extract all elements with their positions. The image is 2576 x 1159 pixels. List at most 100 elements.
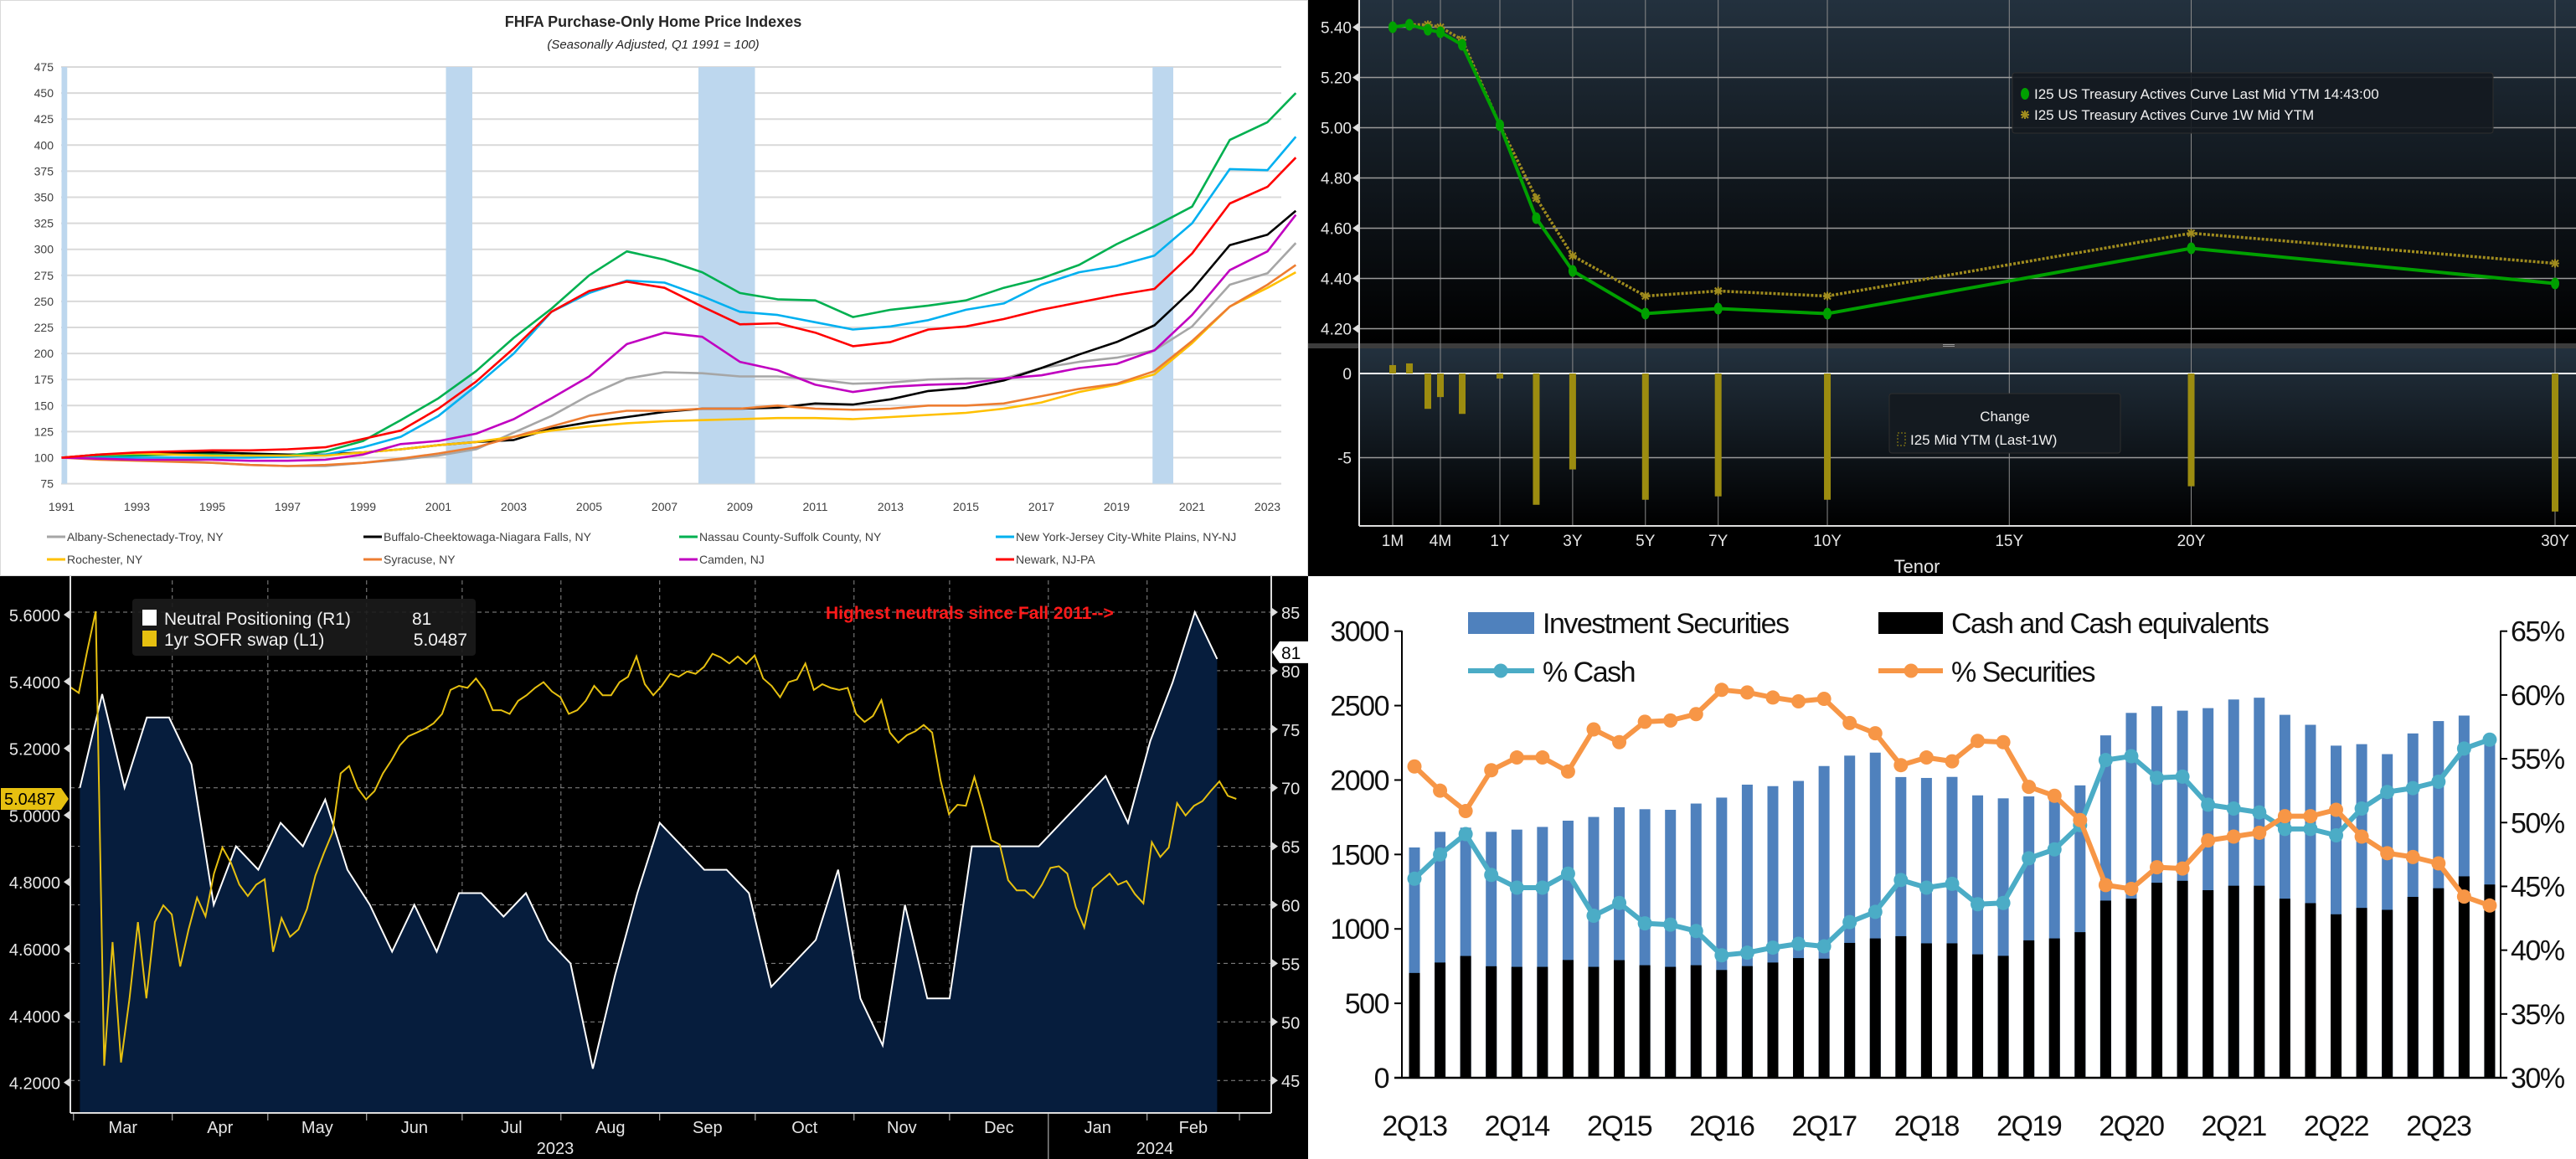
cash-pct-marker (2124, 749, 2139, 764)
x-tick-label: 2Q18 (1894, 1110, 1960, 1142)
last-value-tag (1272, 641, 1308, 663)
cash-pct-marker (1996, 895, 2011, 910)
x-tick-label: 10Y (1813, 533, 1842, 550)
legend-value: 81 (412, 610, 431, 629)
x-tick-label: 1995 (199, 500, 225, 513)
securities-pct-marker (2405, 849, 2420, 864)
securities-pct-marker (1688, 707, 1703, 722)
tick-arrow-icon (1272, 842, 1278, 851)
securities-pct-marker (1407, 759, 1422, 774)
cash-bar (1946, 943, 1958, 1078)
securities-pct-marker (1586, 722, 1601, 737)
tick-arrow-icon (1272, 608, 1278, 616)
securities-pct-marker (2252, 825, 2267, 840)
legend-label: New York-Jersey City-White Plains, NY-NJ (1016, 530, 1236, 543)
securities-pct-marker (1945, 754, 1960, 769)
cash-bar (2279, 899, 2290, 1078)
tick-arrow-icon (64, 811, 70, 820)
legend-swatch (142, 631, 157, 646)
right-y-tick-label: 50% (2511, 807, 2565, 839)
x-tick-label: 4M (1430, 533, 1451, 550)
star-marker-icon (1713, 286, 1723, 296)
series-line-3 (61, 136, 1297, 459)
y-tick-label: 75 (40, 477, 54, 491)
x-tick-label: 2021 (1179, 500, 1205, 513)
y-tick-label: 4.80 (1321, 171, 1352, 188)
x-tick-label: 7Y (1708, 533, 1728, 550)
cash-bar (2023, 940, 2035, 1078)
y-tick-label: 4.20 (1321, 322, 1352, 339)
cash-bar (1511, 966, 1522, 1078)
legend-marker (1904, 663, 1919, 678)
legend-circle-icon (2021, 88, 2029, 100)
tick-arrow-icon (1272, 1017, 1278, 1027)
legend-box (132, 599, 476, 656)
x-tick-label: 2011 (802, 500, 827, 513)
x-tick-label: 2017 (1028, 500, 1054, 513)
cash-bar (2305, 903, 2316, 1078)
y-tick-label: 225 (34, 321, 54, 334)
legend-label: Albany-Schenectady-Troy, NY (67, 530, 224, 543)
cash-pct-marker (1637, 916, 1652, 931)
cash-pct-marker (1739, 945, 1754, 961)
securities-pct-marker (1509, 750, 1524, 765)
securities-pct-marker (2303, 809, 2318, 824)
cash-bar (1562, 960, 1574, 1078)
cash-bar (2074, 932, 2086, 1078)
x-tick-label: 2009 (727, 500, 753, 513)
y-tick-label: 150 (34, 399, 54, 412)
cash-pct-marker (2456, 741, 2471, 756)
securities-pct-marker (1663, 713, 1678, 728)
change-y-tick-label: 0 (1342, 366, 1352, 384)
cash-bar (1435, 962, 1446, 1078)
cash-bar (1716, 970, 1728, 1078)
month-label: Oct (791, 1119, 818, 1137)
left-y-tick-label: 500 (1345, 988, 1389, 1020)
tick-arrow-icon (64, 610, 70, 619)
x-tick-label: 1997 (275, 500, 301, 513)
change-bar (1406, 363, 1413, 373)
securities-pct-marker (1433, 783, 1448, 798)
series-line-6 (61, 214, 1297, 462)
left-y-tick-label: 5.0000 (9, 807, 60, 826)
cash-pct-marker (2431, 775, 2446, 790)
securities-pct-marker (1535, 750, 1550, 765)
circle-marker (1388, 21, 1397, 33)
legend-swatch (142, 610, 157, 626)
cash-pct-marker (1509, 880, 1524, 895)
cash-pct-marker (1765, 940, 1780, 956)
last-value-tag-label: 5.0487 (4, 791, 55, 809)
tick-arrow-icon (1272, 666, 1278, 675)
securities-pct-marker (2354, 829, 2369, 844)
change-legend-title: Change (1980, 409, 2030, 425)
cash-pct-marker (2380, 785, 2395, 800)
x-tick-label: 2015 (953, 500, 979, 513)
legend-label: I25 US Treasury Actives Curve 1W Mid YTM (2034, 107, 2314, 123)
cash-pct-marker (1945, 876, 1960, 891)
x-tick-label: 1M (1382, 533, 1404, 550)
securities-pct-marker (1484, 763, 1499, 778)
right-y-tick-label: 30% (2511, 1063, 2565, 1095)
change-bar (2552, 373, 2558, 512)
legend-box (2012, 72, 2494, 134)
chart-subtitle: (Seasonally Adjusted, Q1 1991 = 100) (547, 38, 759, 52)
tick-arrow-icon (1272, 900, 1278, 909)
securities-pct-marker (1637, 714, 1652, 729)
x-tick-label: 5Y (1636, 533, 1656, 550)
cash-bar (1614, 960, 1625, 1078)
x-tick-label: 2Q13 (1382, 1110, 1447, 1142)
change-legend-label: I25 Mid YTM (Last-1W) (1910, 432, 2057, 448)
month-label: Mar (109, 1119, 138, 1137)
circle-marker (1568, 265, 1577, 277)
left-y-tick-label: 4.4000 (9, 1008, 60, 1027)
cash-pct-marker (1688, 924, 1703, 939)
fhfa-home-price-chart: FHFA Purchase-Only Home Price Indexes (Se… (0, 0, 1308, 576)
x-tick-label: 2Q23 (2406, 1110, 2471, 1142)
tick-arrow-icon (64, 878, 70, 887)
tick-arrow-icon (1352, 324, 1358, 333)
y-tick-label: 450 (34, 86, 54, 100)
month-label: Feb (1179, 1119, 1208, 1137)
cash-pct-marker (1586, 908, 1601, 923)
x-tick-label: 2Q21 (2202, 1110, 2267, 1142)
securities-pct-marker (2022, 780, 2037, 795)
